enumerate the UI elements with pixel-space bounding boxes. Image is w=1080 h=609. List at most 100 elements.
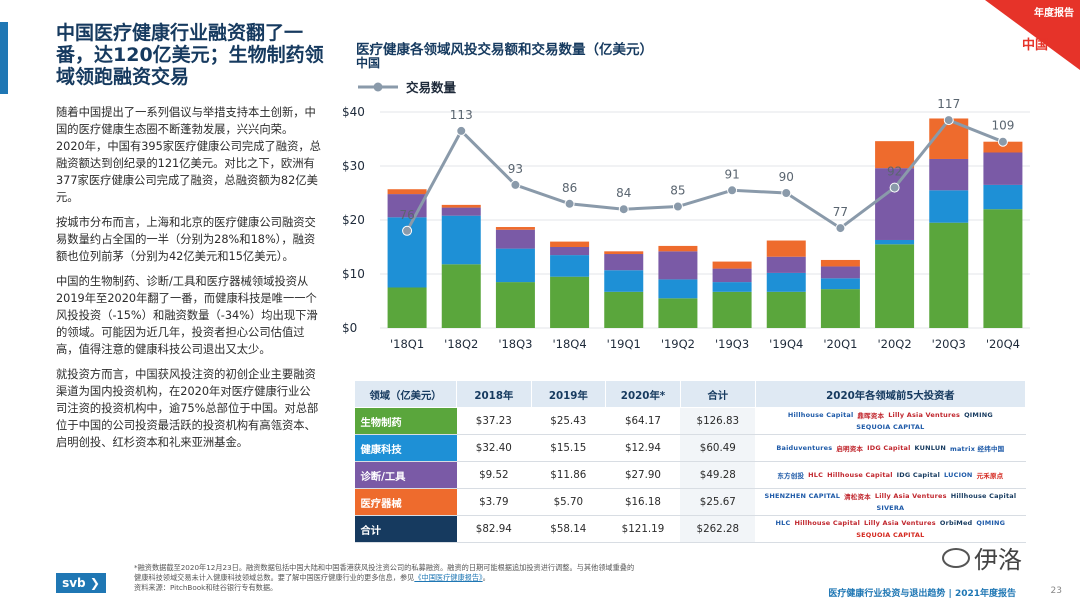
sector-label: 合计 (354, 515, 457, 543)
deal-count-point (510, 179, 521, 190)
report-name: 医疗健康行业投资与退出趋势 | 2021年度报告 (828, 589, 1016, 599)
y-tick-label: $10 (342, 267, 365, 281)
investor-logos: SHENZHEN CAPITAL 清松资本 Lilly Asia Ventures H… (755, 488, 1026, 516)
report-link[interactable]: 《中国医疗健康报告》 (414, 573, 483, 582)
paragraph: 中国的生物制药、诊断/工具和医疗器械领域投资从2019年至2020年翻了一番，而… (56, 275, 318, 356)
bar-segment (929, 222, 969, 328)
table-row: 诊断/工具 $9.52 $11.86 $27.90 $49.28 东方创投 HLC Hillh… (354, 461, 1026, 489)
investor-logos: Hillhouse Capital 鼎晖资本 Lilly Asia Ventures… (755, 407, 1026, 435)
bar-segment (441, 264, 481, 328)
bar-segment (495, 282, 535, 328)
bar-segment (766, 291, 806, 328)
bar-segment (983, 152, 1023, 185)
investor-logo: Lilly Asia Ventures (888, 411, 961, 419)
investor-logo: Hillhouse Capital (794, 519, 861, 527)
investor-logo: LUCION (944, 471, 973, 479)
table-header-row: 领域（亿美元） 2018年 2019年 2020年* 合计 2020年各领域前5… (353, 380, 1027, 408)
bar-segment (658, 279, 698, 299)
bar-segment (766, 272, 806, 292)
value-total: $25.67 (680, 488, 756, 516)
x-tick-label: '18Q4 (552, 337, 586, 351)
value-v2020: $27.90 (605, 461, 681, 489)
bar-segment (658, 251, 698, 280)
bar-segment (820, 289, 860, 328)
bar-segment (550, 276, 590, 328)
deal-count-label: 91 (724, 167, 739, 181)
value-v2018: $3.79 (456, 488, 532, 516)
deal-count-label: 113 (450, 108, 473, 122)
bar-segment (875, 141, 915, 169)
x-tick-label: '18Q2 (444, 337, 478, 351)
table-row: 医疗器械 $3.79 $5.70 $16.18 $25.67 SHENZHEN CAPIT… (354, 488, 1026, 516)
x-tick-label: '19Q1 (607, 337, 641, 351)
bar-segment (550, 247, 590, 256)
investor-logo: Baiduventures (776, 444, 833, 452)
table-row: 合计 $82.94 $58.14 $121.19 $262.28 HLC Hillhouse… (354, 515, 1026, 543)
chart-subtitle: 中国 (356, 56, 381, 70)
bar-segment (495, 229, 535, 249)
sector-label: 诊断/工具 (354, 461, 457, 489)
investor-logo: Hillhouse Capital (787, 411, 854, 419)
header-top-investors: 2020年各领域前5大投资者 (754, 380, 1027, 408)
investor-logo: Lilly Asia Ventures (864, 519, 936, 527)
body-text: 随着中国提出了一系列倡议与举措支持本土创新，中国的医疗健康生态圈不断蓬勃发展，兴… (56, 104, 321, 459)
source-line: 资料来源：PitchBook和硅谷银行专有数据。 (134, 583, 278, 592)
deal-count-point (456, 125, 467, 136)
deal-count-point (997, 136, 1008, 147)
investor-logo: QIMING (976, 519, 1006, 527)
deal-count-point (672, 201, 683, 212)
footnote: *融资数据截至2020年12月23日。融资数据包括中国大陆和中国香港获风投注资公… (134, 563, 814, 593)
value-v2019: $15.15 (531, 434, 606, 462)
table-row: 健康科技 $32.40 $15.15 $12.94 $60.49 Baiduventure… (354, 434, 1026, 462)
value-v2018: $37.23 (456, 407, 532, 435)
investor-logo: IDG Capital (867, 444, 911, 452)
value-v2020: $12.94 (605, 434, 681, 462)
investor-logo: matrix 经纬中国 (950, 445, 1005, 453)
bar-segment (712, 268, 752, 283)
legend-label: 交易数量 (406, 80, 457, 95)
bar-segment (875, 168, 915, 240)
y-tick-label: $20 (342, 213, 365, 227)
deal-count-label: 76 (399, 208, 414, 222)
x-tick-label: '20Q4 (986, 337, 1020, 351)
y-tick-label: $40 (342, 105, 365, 119)
header-2019: 2019年 (530, 380, 607, 408)
region-label: 中国 (1021, 38, 1048, 53)
header-2018: 2018年 (456, 380, 532, 408)
investor-logo: 元禾原点 (976, 472, 1004, 480)
deal-count-line (405, 118, 1004, 232)
investor-logo: SEQUOIA CAPITAL (856, 531, 925, 539)
investor-logo: 东方创投 (777, 472, 805, 480)
bar-segment (983, 141, 1023, 153)
investor-logo: QIMING (964, 411, 993, 419)
x-tick-label: '18Q1 (390, 337, 424, 351)
bar-segment (820, 266, 860, 279)
y-tick-label: $0 (342, 321, 357, 335)
footnote-line: *融资数据截至2020年12月23日。融资数据包括中国大陆和中国香港获风投注资公… (134, 563, 635, 572)
bar-segment (604, 291, 644, 328)
investor-logo: HLC (808, 471, 824, 479)
paragraph: 按城市分布而言，上海和北京的医疗健康公司融资交易数量约占全国的一半（分别为28%… (56, 216, 316, 263)
bar-segment (712, 291, 752, 328)
investor-logo: 启明资本 (836, 445, 864, 453)
accent-bar (0, 22, 8, 94)
sector-label: 健康科技 (354, 434, 457, 462)
deal-count-label: 77 (833, 205, 848, 219)
wechat-icon (942, 548, 970, 568)
sector-label: 生物制药 (354, 407, 457, 435)
x-tick-label: '20Q2 (877, 337, 911, 351)
value-total: $262.28 (680, 515, 756, 543)
header-total: 合计 (679, 380, 756, 408)
deal-count-label: 90 (779, 170, 794, 184)
deal-count-point (727, 185, 738, 196)
header-2020: 2020年* (605, 380, 681, 408)
bar-segment (441, 215, 481, 265)
x-tick-label: '19Q2 (661, 337, 695, 351)
paragraph: 就投资方而言，中国获风投注资的初创企业主要融资渠道为国内投资机构，在2020年对… (56, 368, 319, 449)
value-v2018: $9.52 (456, 461, 532, 489)
footnote-text: 。 (482, 573, 490, 582)
x-tick-label: '20Q3 (932, 337, 966, 351)
report-type-label: 年度报告 (1034, 8, 1074, 19)
page-headline: 中国医疗健康行业融资翻了一番，达120亿美元；生物制药领域领跑融资交易 (56, 22, 324, 88)
watermark: 伊洛 (974, 546, 1022, 574)
